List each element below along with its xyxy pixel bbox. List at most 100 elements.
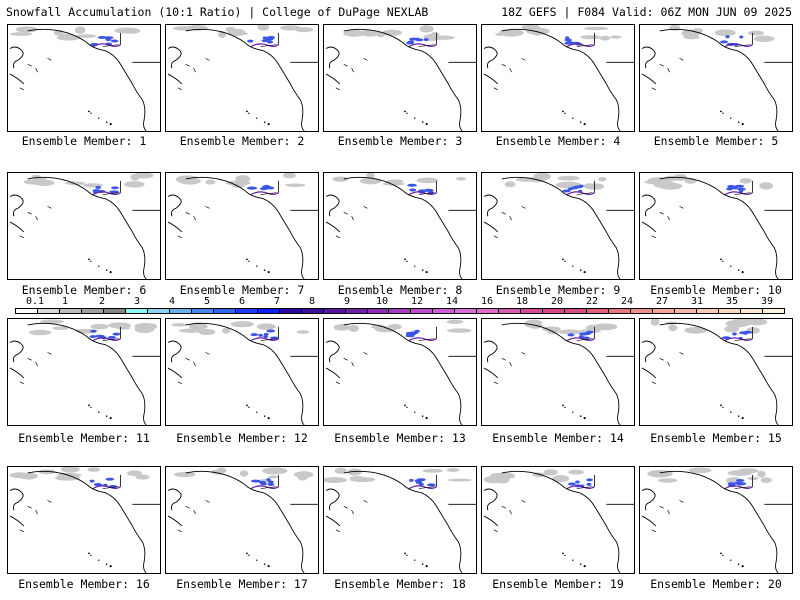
legend-swatch	[477, 309, 500, 313]
member-map-20	[639, 466, 793, 574]
legend-swatch	[543, 309, 566, 313]
legend-label: 1	[61, 296, 69, 307]
legend-label: 22	[585, 296, 599, 307]
member-label-17: Ensemble Member: 17	[176, 577, 308, 591]
legend-label: 8	[308, 296, 316, 307]
legend-swatch	[125, 309, 148, 313]
member-label-14: Ensemble Member: 14	[492, 431, 624, 445]
member-label-3: Ensemble Member: 3	[337, 134, 463, 148]
legend-swatch	[367, 309, 390, 313]
legend-label: 20	[550, 296, 564, 307]
legend-label: 39	[760, 296, 774, 307]
legend-label: 9	[343, 296, 351, 307]
legend-swatch	[653, 309, 676, 313]
member-label-18: Ensemble Member: 18	[334, 577, 466, 591]
member-map-9	[481, 172, 635, 280]
legend-swatch	[169, 309, 192, 313]
legend-swatch	[257, 309, 280, 313]
legend-swatch	[587, 309, 610, 313]
member-map-8	[323, 172, 477, 280]
legend-swatch	[565, 309, 588, 313]
legend-swatch	[103, 309, 126, 313]
legend-label: 24	[620, 296, 634, 307]
member-label-15: Ensemble Member: 15	[650, 431, 782, 445]
legend-swatch	[740, 309, 763, 313]
legend-label: 27	[655, 296, 669, 307]
legend-labels: 0.1 1 2 3 4 5 6 7 8 9 10 12 14 16 18 20 22 24 27 31 35 39	[15, 297, 785, 307]
member-label-19: Ensemble Member: 19	[492, 577, 624, 591]
legend-swatch	[323, 309, 346, 313]
member-map-19	[481, 466, 635, 574]
member-map-3	[323, 24, 477, 132]
member-label-4: Ensemble Member: 4	[495, 134, 621, 148]
member-map-13	[323, 318, 477, 426]
legend-swatch	[191, 309, 214, 313]
member-map-5	[639, 24, 793, 132]
member-label-2: Ensemble Member: 2	[179, 134, 305, 148]
member-map-16	[7, 466, 161, 574]
legend-swatch	[147, 309, 170, 313]
legend-swatch	[81, 309, 104, 313]
member-label-16: Ensemble Member: 16	[18, 577, 150, 591]
legend-swatch	[499, 309, 522, 313]
legend-label: 3	[133, 296, 141, 307]
color-legend: 0.1 1 2 3 4 5 6 7 8 9 10 12 14 16 18 20 22 24 27 31 35 39	[15, 297, 785, 315]
run-info: 18Z GEFS | F084 Valid: 06Z MON JUN 09 20…	[501, 5, 792, 19]
legend-label: 31	[690, 296, 704, 307]
legend-swatch	[411, 309, 434, 313]
legend-swatch	[697, 309, 719, 313]
member-label-10: Ensemble Member: 10	[650, 283, 782, 297]
legend-swatch	[301, 309, 324, 313]
member-map-14	[481, 318, 635, 426]
legend-swatch	[37, 309, 60, 313]
member-label-1: Ensemble Member: 1	[21, 134, 147, 148]
legend-swatch	[762, 309, 784, 313]
member-map-6	[7, 172, 161, 280]
legend-label: 14	[445, 296, 459, 307]
legend-color-bar	[15, 308, 785, 314]
legend-swatch	[609, 309, 632, 313]
member-label-12: Ensemble Member: 12	[176, 431, 308, 445]
legend-swatch	[235, 309, 258, 313]
legend-swatch	[521, 309, 544, 313]
legend-label: 16	[480, 296, 494, 307]
member-label-6: Ensemble Member: 6	[21, 283, 147, 297]
member-map-1	[7, 24, 161, 132]
member-map-2	[165, 24, 319, 132]
member-map-7	[165, 172, 319, 280]
legend-swatch	[389, 309, 412, 313]
legend-label: 4	[168, 296, 176, 307]
member-map-4	[481, 24, 635, 132]
legend-label: 0.1	[25, 296, 45, 307]
legend-swatch	[16, 309, 38, 313]
legend-swatch	[345, 309, 368, 313]
legend-label: 12	[410, 296, 424, 307]
legend-label: 10	[375, 296, 389, 307]
member-label-13: Ensemble Member: 13	[334, 431, 466, 445]
map-title: Snowfall Accumulation (10:1 Ratio) | Col…	[6, 5, 429, 19]
member-map-10	[639, 172, 793, 280]
member-label-5: Ensemble Member: 5	[653, 134, 779, 148]
legend-label: 18	[515, 296, 529, 307]
legend-swatch	[433, 309, 456, 313]
member-map-11	[7, 318, 161, 426]
member-map-12	[165, 318, 319, 426]
legend-swatch	[675, 309, 698, 313]
member-label-11: Ensemble Member: 11	[18, 431, 150, 445]
member-label-7: Ensemble Member: 7	[179, 283, 305, 297]
legend-swatch	[279, 309, 302, 313]
legend-label: 7	[273, 296, 281, 307]
member-label-9: Ensemble Member: 9	[495, 283, 621, 297]
member-label-8: Ensemble Member: 8	[337, 283, 463, 297]
legend-label: 35	[725, 296, 739, 307]
member-map-18	[323, 466, 477, 574]
member-label-20: Ensemble Member: 20	[650, 577, 782, 591]
legend-swatch	[59, 309, 82, 313]
member-map-17	[165, 466, 319, 574]
legend-label: 5	[203, 296, 211, 307]
legend-label: 2	[98, 296, 106, 307]
legend-label: 6	[238, 296, 246, 307]
member-map-15	[639, 318, 793, 426]
legend-swatch	[213, 309, 236, 313]
legend-swatch	[631, 309, 654, 313]
